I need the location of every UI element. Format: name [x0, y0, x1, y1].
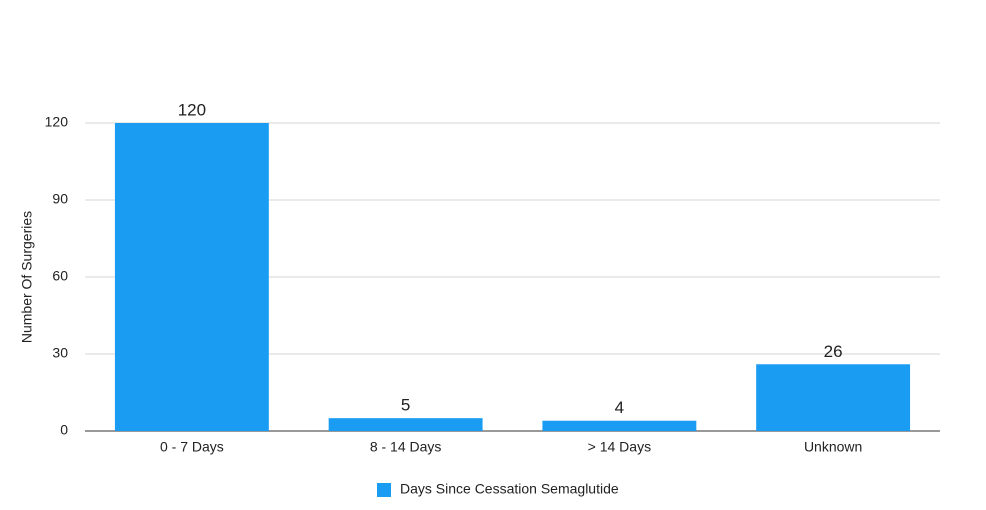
x-tick-label: 0 - 7 Days [160, 439, 224, 455]
y-tick-label: 30 [52, 345, 68, 361]
y-tick-label: 0 [60, 422, 68, 438]
y-tick-label: 90 [52, 191, 68, 207]
y-axis-label: Number Of Surgeries [19, 211, 35, 343]
data-label: 120 [178, 100, 206, 119]
legend-label: Days Since Cessation Semaglutide [400, 481, 619, 497]
bar [328, 418, 483, 431]
y-tick-label: 60 [52, 268, 68, 284]
bar [114, 123, 269, 431]
data-label: 5 [401, 396, 410, 415]
x-tick-label: 8 - 14 Days [370, 439, 442, 455]
x-tick-label: > 14 Days [588, 439, 651, 455]
y-tick-label: 120 [45, 114, 69, 130]
x-tick-label: Unknown [804, 439, 862, 455]
legend-swatch [377, 483, 391, 497]
bar [756, 364, 911, 431]
data-label: 26 [824, 342, 843, 361]
data-label: 4 [615, 398, 624, 417]
bar [542, 420, 697, 431]
